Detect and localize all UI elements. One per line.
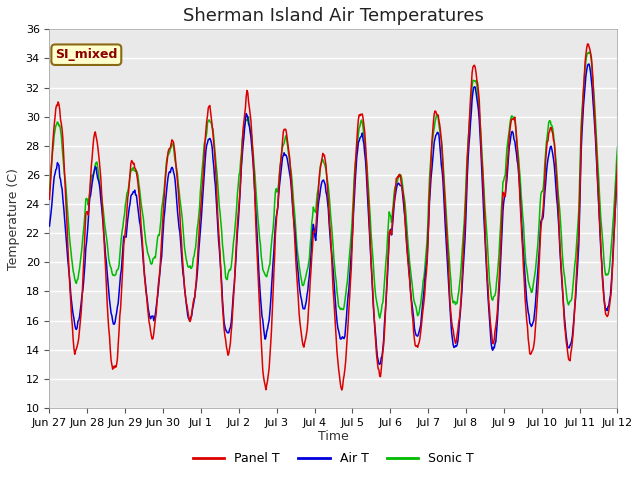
Air T	[56, 174, 63, 180]
Sonic T	[376, 315, 383, 321]
Text: SI_mixed: SI_mixed	[55, 48, 118, 61]
Sonic T	[403, 232, 411, 238]
Panel T	[56, 107, 63, 113]
Air T	[403, 249, 411, 254]
Air T	[614, 171, 621, 177]
Y-axis label: Temperature (C): Temperature (C)	[7, 168, 20, 270]
Air T	[115, 300, 122, 306]
Panel T	[614, 158, 621, 164]
Panel T	[202, 128, 210, 133]
Sonic T	[420, 275, 428, 280]
Air T	[585, 61, 593, 67]
Air T	[202, 148, 210, 154]
X-axis label: Time: Time	[318, 431, 349, 444]
Panel T	[172, 161, 180, 167]
Sonic T	[586, 49, 594, 55]
Sonic T	[202, 134, 210, 140]
Air T	[420, 288, 428, 294]
Line: Sonic T: Sonic T	[49, 52, 618, 318]
Sonic T	[172, 161, 180, 167]
Sonic T	[115, 266, 122, 272]
Sonic T	[45, 187, 53, 193]
Sonic T	[614, 144, 621, 150]
Title: Sherman Island Air Temperatures: Sherman Island Air Temperatures	[183, 7, 484, 25]
Panel T	[45, 196, 53, 202]
Line: Panel T: Panel T	[49, 44, 618, 390]
Legend: Panel T, Air T, Sonic T: Panel T, Air T, Sonic T	[188, 447, 479, 470]
Air T	[376, 361, 383, 367]
Panel T	[584, 41, 592, 47]
Sonic T	[56, 122, 63, 128]
Line: Air T: Air T	[49, 64, 618, 364]
Panel T	[420, 299, 428, 305]
Panel T	[338, 387, 346, 393]
Panel T	[115, 341, 122, 347]
Air T	[45, 223, 53, 229]
Air T	[172, 187, 180, 192]
Panel T	[403, 251, 411, 257]
